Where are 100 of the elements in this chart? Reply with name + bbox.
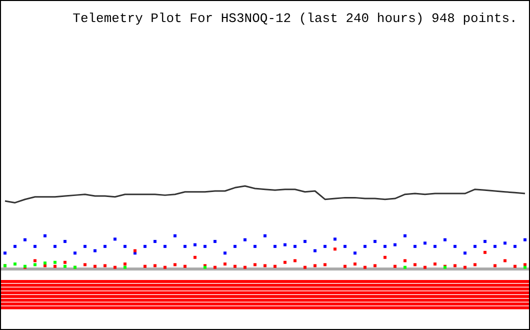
point [254,263,256,266]
chart-title: Telemetry Plot For HS3NOQ-12 (last 240 hours) 948 points. [72,11,518,26]
point [44,262,46,265]
point [374,240,376,243]
point [334,248,336,251]
point [354,262,356,266]
point [294,259,296,262]
point [4,252,6,255]
point [164,266,166,269]
point [144,264,146,268]
point [514,244,516,248]
point [414,263,416,266]
point [114,238,116,241]
point [424,242,426,245]
point [54,260,56,264]
point [34,244,36,248]
point [34,263,36,266]
point [434,262,436,266]
point [154,264,156,268]
point [104,244,106,248]
point [454,264,456,268]
point [194,243,196,246]
point [124,266,126,269]
point [174,234,176,238]
point [444,238,446,242]
point [364,266,366,269]
point [104,264,106,268]
point [394,264,396,268]
point [74,252,76,255]
point [494,264,496,268]
point [374,264,376,268]
point [434,244,436,248]
point [154,240,156,243]
point [64,260,66,264]
point [284,243,286,246]
point [474,263,476,266]
point [214,266,216,269]
point [464,266,466,269]
point [474,244,476,248]
point [324,244,326,248]
point [14,244,16,248]
point [414,244,416,248]
point [24,238,26,242]
point [294,244,296,248]
point [304,266,306,269]
point [244,238,246,242]
point [64,264,66,268]
point [264,234,266,238]
point [244,266,246,269]
point [134,249,136,252]
point [174,263,176,266]
point [464,252,466,255]
point [214,240,216,243]
point [44,234,46,238]
point [234,244,236,248]
point [484,250,486,254]
point [124,244,126,248]
point [224,252,226,255]
point [504,259,506,262]
point [334,238,336,241]
point [184,264,186,268]
point [524,266,526,269]
point [344,264,346,268]
point [304,240,306,243]
point [164,244,166,248]
point [284,260,286,264]
point [494,244,496,248]
point [354,252,356,255]
point [274,264,276,268]
point [64,240,66,243]
point [184,244,186,248]
point [314,264,316,268]
point [454,244,456,248]
point [54,264,56,268]
point [144,244,146,248]
point [524,238,526,242]
point [404,234,406,238]
point [94,249,96,252]
point [364,244,366,248]
point [514,264,516,268]
point [94,264,96,268]
point [204,244,206,248]
point [384,244,386,248]
point [224,262,226,266]
point [424,266,426,269]
point [234,264,236,268]
point [114,266,116,269]
point [84,244,86,248]
point [484,240,486,243]
point [254,244,256,248]
point [34,259,36,262]
point [524,263,526,266]
point [84,263,86,266]
point [274,244,276,248]
point [384,256,386,259]
point [404,266,406,269]
point [344,244,346,248]
point [404,259,406,262]
point [124,262,126,266]
point [314,249,316,252]
